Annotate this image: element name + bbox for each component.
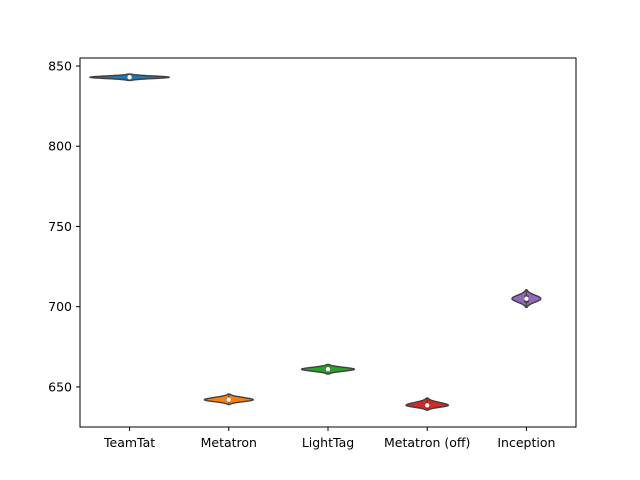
x-tick-label: Metatron (off) xyxy=(384,435,470,450)
violin-median-dot xyxy=(226,397,231,402)
x-tick-label: Inception xyxy=(497,435,555,450)
violins-layer xyxy=(89,73,542,411)
x-tick-label: TeamTat xyxy=(103,435,155,450)
y-tick-label: 850 xyxy=(48,59,72,74)
violin-median-dot xyxy=(524,296,529,301)
x-tick-label: LightTag xyxy=(302,435,354,450)
y-tick-label: 750 xyxy=(48,219,72,234)
y-axis: 650 700 750 800 850 xyxy=(48,59,80,394)
x-axis: TeamTat Metatron LightTag Metatron (off) Inc… xyxy=(103,427,555,450)
violin-median-dot xyxy=(425,403,430,408)
x-tick-label: Metatron xyxy=(201,435,257,450)
y-tick-label: 800 xyxy=(48,139,72,154)
y-tick-label: 700 xyxy=(48,299,72,314)
violin-median-dot xyxy=(325,367,331,372)
y-tick-label: 650 xyxy=(48,379,72,394)
violin-median-dot xyxy=(127,75,132,80)
